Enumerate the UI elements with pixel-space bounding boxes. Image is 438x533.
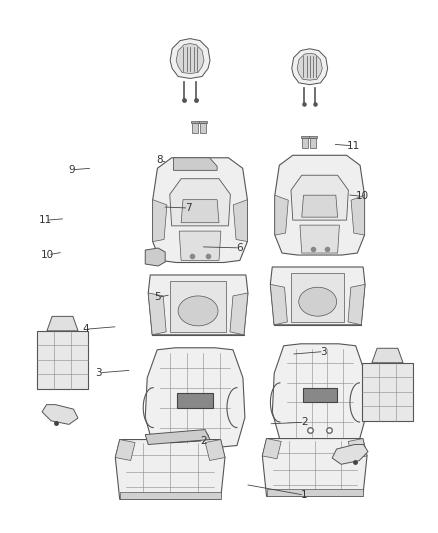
Polygon shape	[170, 38, 210, 78]
Polygon shape	[170, 179, 230, 226]
Polygon shape	[177, 393, 213, 408]
Polygon shape	[205, 440, 225, 461]
Polygon shape	[176, 44, 204, 74]
Polygon shape	[148, 293, 166, 335]
Polygon shape	[351, 195, 364, 235]
Text: 6: 6	[237, 243, 243, 253]
Text: 8: 8	[157, 155, 163, 165]
Polygon shape	[310, 139, 316, 148]
Polygon shape	[348, 284, 365, 325]
Polygon shape	[191, 122, 199, 123]
Polygon shape	[275, 155, 364, 255]
Polygon shape	[291, 273, 344, 322]
Polygon shape	[262, 439, 281, 459]
Polygon shape	[275, 195, 288, 235]
Text: 3: 3	[95, 368, 102, 378]
Ellipse shape	[299, 287, 337, 316]
Polygon shape	[348, 439, 367, 459]
Polygon shape	[361, 363, 413, 421]
Polygon shape	[372, 348, 403, 363]
Polygon shape	[47, 317, 78, 331]
Text: 11: 11	[39, 215, 52, 225]
Text: 7: 7	[185, 203, 192, 213]
Polygon shape	[200, 123, 206, 133]
Polygon shape	[302, 195, 338, 217]
Polygon shape	[292, 49, 328, 85]
Polygon shape	[272, 344, 367, 441]
Polygon shape	[170, 281, 226, 332]
Polygon shape	[297, 53, 322, 80]
Polygon shape	[153, 200, 167, 241]
Polygon shape	[192, 123, 198, 133]
Polygon shape	[267, 489, 363, 496]
Polygon shape	[120, 492, 221, 499]
Text: 2: 2	[301, 417, 307, 427]
Polygon shape	[145, 430, 210, 445]
Polygon shape	[181, 200, 219, 223]
Text: 2: 2	[201, 436, 207, 446]
Polygon shape	[300, 225, 339, 253]
Polygon shape	[173, 158, 217, 171]
Polygon shape	[302, 139, 308, 148]
Polygon shape	[153, 158, 247, 263]
Polygon shape	[115, 440, 225, 499]
Polygon shape	[179, 231, 221, 261]
Polygon shape	[233, 200, 247, 241]
Polygon shape	[262, 439, 367, 496]
Polygon shape	[270, 284, 287, 325]
Polygon shape	[145, 248, 165, 266]
Text: 5: 5	[155, 292, 161, 302]
Polygon shape	[230, 293, 248, 335]
Text: 10: 10	[41, 250, 54, 260]
Polygon shape	[270, 267, 365, 325]
Text: 1: 1	[301, 490, 307, 500]
Polygon shape	[291, 175, 348, 220]
Text: 10: 10	[356, 191, 369, 201]
Text: 4: 4	[82, 324, 89, 334]
Polygon shape	[303, 388, 337, 402]
Polygon shape	[37, 331, 88, 389]
Polygon shape	[309, 136, 317, 139]
Text: 9: 9	[69, 165, 75, 175]
Polygon shape	[301, 136, 309, 139]
Ellipse shape	[178, 296, 218, 326]
Polygon shape	[148, 275, 248, 335]
Polygon shape	[332, 445, 368, 464]
Polygon shape	[115, 440, 135, 461]
Polygon shape	[199, 122, 207, 123]
Text: 3: 3	[321, 346, 327, 357]
Polygon shape	[42, 405, 78, 424]
Polygon shape	[145, 348, 245, 448]
Text: 11: 11	[347, 141, 360, 151]
